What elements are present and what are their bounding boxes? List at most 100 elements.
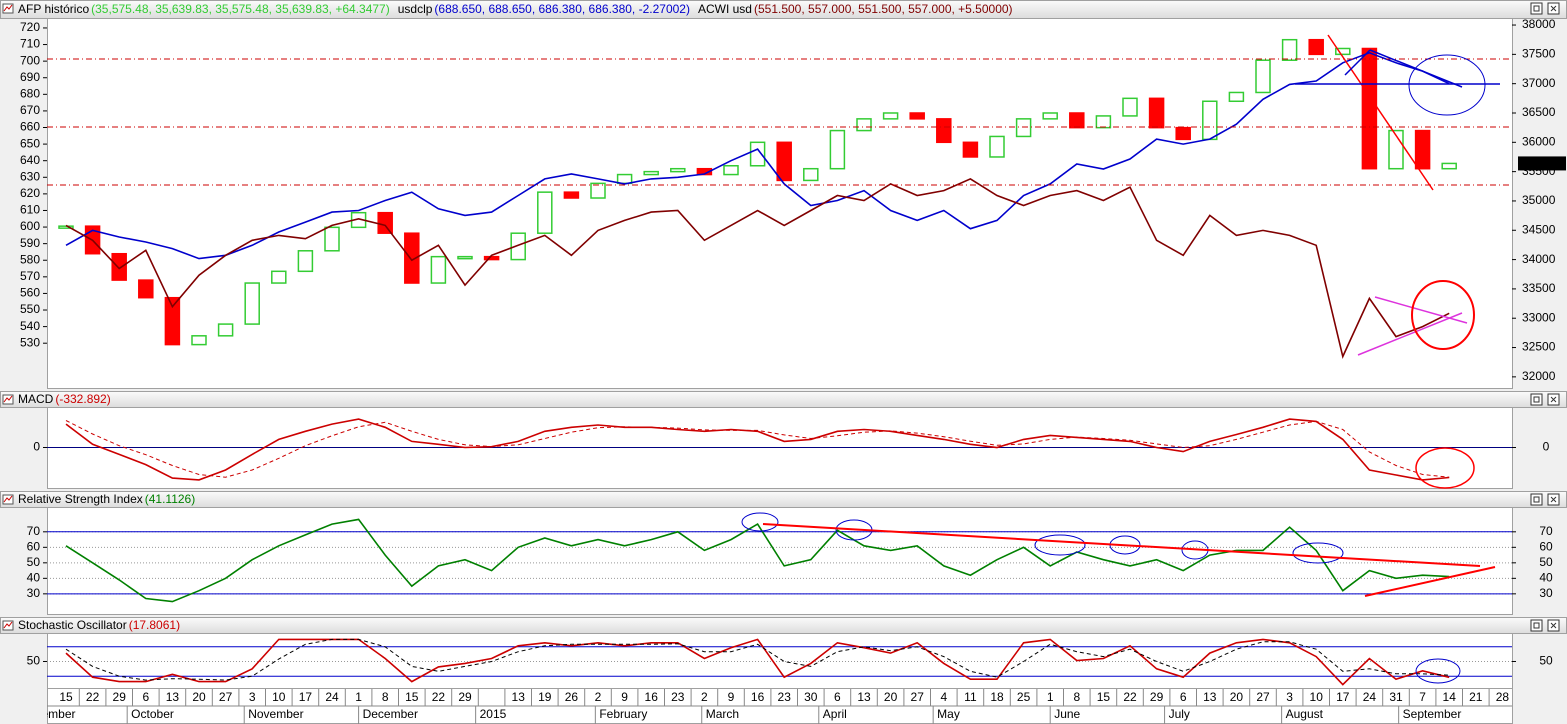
y-tick-label: 690 — [20, 70, 40, 84]
candle — [483, 255, 500, 261]
x-tick-label: 27 — [1256, 690, 1270, 704]
y-tick-label: 600 — [20, 219, 40, 233]
candle — [404, 232, 420, 284]
x-tick-label: 1 — [355, 690, 362, 704]
candle — [1015, 118, 1032, 138]
x-tick-label: 16 — [751, 690, 765, 704]
x-tick-label: 6 — [834, 690, 841, 704]
candle — [271, 270, 287, 284]
y-tick-label: 590 — [20, 236, 40, 250]
candle — [377, 211, 393, 234]
y-tick-label: 580 — [20, 252, 40, 266]
candle — [909, 112, 925, 120]
candle — [138, 279, 154, 299]
trend-line — [762, 523, 1481, 567]
month-label: November — [248, 707, 303, 721]
x-tick-label: 19 — [538, 690, 552, 704]
trend-line — [1327, 34, 1434, 191]
highlight-ellipse — [741, 512, 779, 532]
y-tick-label-right: 60 — [1539, 539, 1553, 553]
y-tick-label-right: 50 — [1539, 654, 1553, 668]
candle — [590, 182, 606, 199]
panel-title: AFP histórico (35,575.48, 35,639.83, 35,5… — [18, 2, 1013, 16]
candle — [803, 167, 819, 182]
x-tick-label: 13 — [857, 690, 871, 704]
x-tick-label: 13 — [512, 690, 526, 704]
candle — [882, 112, 899, 120]
month-label: 2015 — [480, 707, 507, 721]
y-tick-label: 680 — [20, 86, 40, 100]
legend-readout: (551.500, 557.000, 551.500, 557.000, +5.… — [754, 2, 1013, 16]
series-line — [65, 518, 1450, 603]
candle — [111, 252, 127, 281]
x-tick-label: 22 — [1123, 690, 1137, 704]
panel-title-text: Relative Strength Index — [18, 492, 143, 506]
candle — [430, 255, 447, 284]
candle — [1042, 112, 1058, 120]
candle — [164, 296, 181, 346]
candle — [1335, 47, 1351, 56]
y2-tick-label: 33000 — [1522, 310, 1556, 324]
x-tick-label: 10 — [1310, 690, 1324, 704]
month-label: July — [1169, 707, 1190, 721]
y-tick-label-right: 30 — [1539, 586, 1553, 600]
highlight-ellipse — [1415, 658, 1461, 684]
x-tick-label: 23 — [778, 690, 792, 704]
panel-icon — [3, 4, 13, 12]
panel-title-bar — [0, 491, 1567, 508]
maximize-button — [1530, 2, 1543, 15]
close-glyph — [1550, 396, 1557, 403]
y-tick-label: 570 — [20, 269, 40, 283]
legend-name: AFP histórico — [18, 2, 89, 16]
x-tick-label: 18 — [990, 690, 1004, 704]
x-tick-label: 20 — [884, 690, 898, 704]
panel-title: Stochastic Oscillator (17.8061) — [18, 618, 180, 632]
maximize-button — [1530, 493, 1543, 506]
month-label: March — [706, 707, 739, 721]
candle — [244, 282, 260, 325]
x-tick-label: 17 — [1336, 690, 1350, 704]
x-tick-label: 13 — [166, 690, 180, 704]
candle — [1175, 126, 1191, 141]
y-tick-label: 650 — [20, 136, 40, 150]
candle — [191, 335, 207, 346]
y2-tick-label: 38000 — [1522, 17, 1556, 31]
candle — [324, 226, 340, 252]
y-tick-label: 50 — [27, 555, 41, 569]
x-tick-label: 6 — [1180, 690, 1187, 704]
x-tick-label: 7 — [1419, 690, 1426, 704]
series-line — [65, 638, 1450, 681]
candle — [1095, 115, 1112, 129]
x-tick-label: 14 — [1443, 690, 1457, 704]
candle — [616, 173, 633, 185]
highlight-circle — [1415, 447, 1475, 489]
candle — [1281, 38, 1298, 61]
x-tick-label: 17 — [299, 690, 313, 704]
y-tick-label-right: 50 — [1539, 555, 1553, 569]
x-tick-label: 20 — [192, 690, 206, 704]
series-line — [65, 51, 1450, 260]
x-tick-label: 10 — [272, 690, 286, 704]
y-tick-label: 50 — [27, 654, 41, 668]
y-tick-label: 0 — [33, 440, 40, 454]
trend-line — [1374, 296, 1468, 324]
maximize-button — [1530, 619, 1543, 632]
candle — [1361, 47, 1378, 170]
y-tick-label: 40 — [27, 571, 41, 585]
y-tick-label-right: 70 — [1539, 524, 1553, 538]
candle — [643, 170, 659, 176]
series-line — [65, 420, 1450, 478]
y2-tick-label: 36000 — [1522, 134, 1556, 148]
candle — [723, 165, 739, 176]
y-tick-label: 620 — [20, 186, 40, 200]
trend-line — [1364, 566, 1496, 597]
month-label: October — [131, 707, 174, 721]
legend-name: usdclp — [398, 2, 433, 16]
y2-tick-label: 32000 — [1522, 369, 1556, 383]
trend-line — [1344, 49, 1371, 76]
y2-tick-label: 34000 — [1522, 252, 1556, 266]
panel-title: MACD (-332.892) — [18, 392, 111, 406]
candle — [563, 191, 580, 199]
